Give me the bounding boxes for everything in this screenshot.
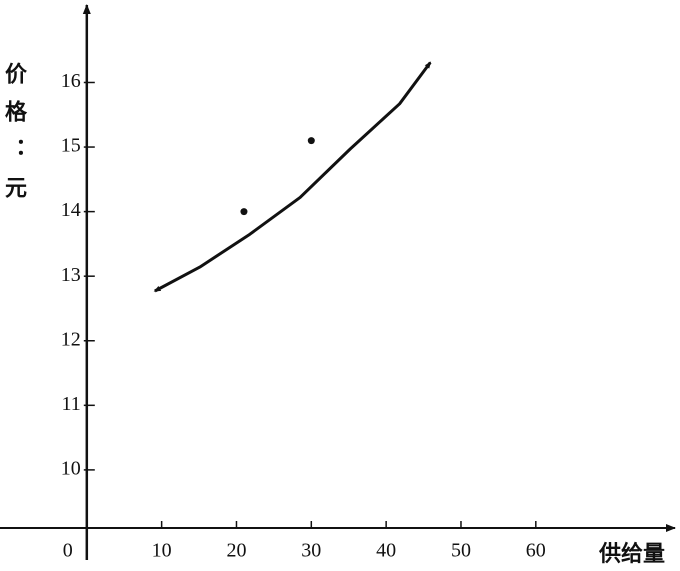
- y-tick-label: 16: [61, 70, 81, 92]
- y-tick-label: 11: [62, 393, 81, 415]
- x-tick-label: 0: [63, 540, 73, 562]
- y-tick-label: 14: [61, 199, 81, 221]
- x-tick-label: 30: [301, 540, 321, 562]
- data-point: [240, 208, 248, 216]
- y-tick-label: 12: [61, 328, 81, 350]
- x-tick-label: 40: [376, 540, 396, 562]
- x-tick-label: 50: [451, 540, 471, 562]
- data-point: [307, 137, 315, 145]
- y-tick-label: 15: [61, 135, 81, 157]
- y-axis-label: 价格：元: [1, 62, 27, 214]
- x-tick-label: 20: [226, 540, 246, 562]
- x-tick-label: 10: [152, 540, 172, 562]
- x-tick-label: 60: [526, 540, 546, 562]
- y-tick-label: 13: [61, 264, 81, 286]
- supply-curve: [153, 61, 432, 293]
- x-axis-label: 供给量: [598, 541, 665, 566]
- y-tick-label: 10: [61, 457, 81, 479]
